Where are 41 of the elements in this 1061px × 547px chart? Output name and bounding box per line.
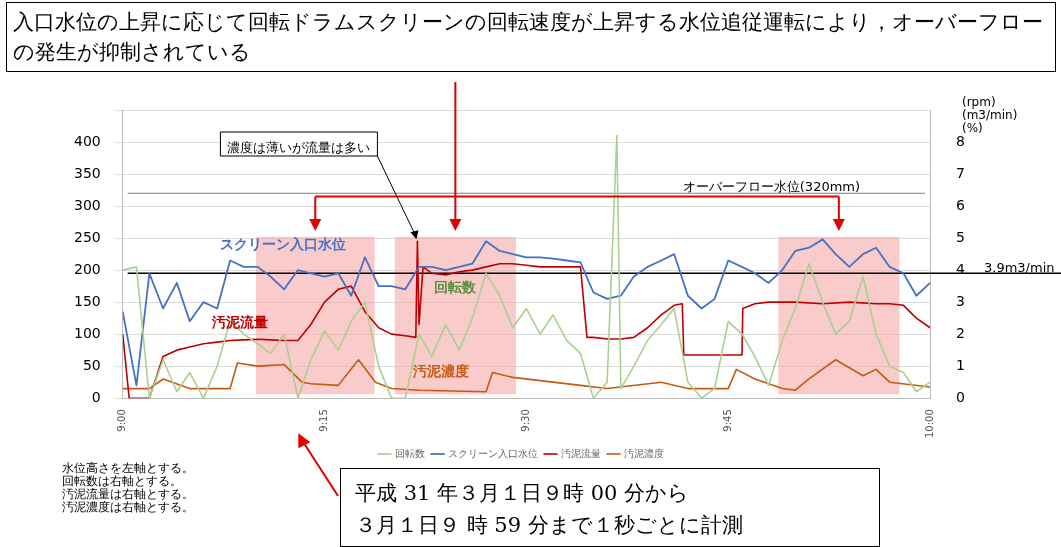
y-tick-label: 200 xyxy=(73,260,101,277)
y2-tick-label: 3 xyxy=(956,292,966,309)
legend-label: スクリーン入口水位 xyxy=(447,447,538,459)
y2-tick-label: 5 xyxy=(956,228,966,245)
y2-tick-label: 0 xyxy=(956,388,966,405)
y2-tick-label: 1 xyxy=(956,356,966,373)
y-tick-label: 250 xyxy=(73,228,101,245)
x-tick-label: 9:15 xyxy=(318,409,330,432)
text: スクリーン入口水位 xyxy=(219,236,346,253)
annotation: 濃度は薄いが流量は多い xyxy=(227,140,371,156)
chart-title: 入口水位の上昇に応じて回転ドラムスクリーンの回転速度が上昇する水位追従運転により，オーバーフローの発生が抑制されている xyxy=(6,2,1056,72)
ref-line-label: 3.9m3/min xyxy=(984,259,1055,275)
text: ３月１日９ 時 59 分まで１秒ごとに計測 xyxy=(355,512,744,539)
legend-label: 汚泥流量 xyxy=(560,447,601,459)
y-tick-label: 100 xyxy=(73,324,101,341)
ref-line-label: オーバーフロー水位(320mm) xyxy=(682,178,861,194)
y-tick-label: 400 xyxy=(73,132,101,149)
x-tick-label: 9:45 xyxy=(721,409,733,432)
y2-tick-label: 6 xyxy=(956,196,966,213)
x-tick-label: 9:00 xyxy=(116,409,128,432)
legend-label: 汚泥濃度 xyxy=(623,447,664,459)
y-tick-label: 0 xyxy=(91,388,101,405)
y2-tick-label: 7 xyxy=(956,164,966,181)
text: 水位高さを左軸とする。 xyxy=(62,461,194,475)
text: 回転数 xyxy=(433,279,476,296)
y2-tick-label: 8 xyxy=(956,132,966,149)
y2-tick-label: 2 xyxy=(956,324,966,341)
text: 汚泥流量 xyxy=(211,313,268,330)
x-tick-label: 9:30 xyxy=(520,409,531,432)
y-tick-label: 50 xyxy=(82,356,101,373)
text: 汚泥濃度は右軸とする。 xyxy=(62,500,194,514)
y-tick-label: 350 xyxy=(73,164,101,181)
text: 回転数は右軸とする。 xyxy=(62,474,183,488)
y-tick-label: 150 xyxy=(73,292,101,309)
x-tick-label: 10:00 xyxy=(923,409,935,439)
text: 汚泥流量は右軸とする。 xyxy=(62,487,194,501)
y-tick-label: 300 xyxy=(73,196,101,213)
y2-axis-title: (rpm) (m3/min) (%) xyxy=(962,95,1018,135)
legend-label: 回転数 xyxy=(394,447,425,459)
text: 平成 31 年３月１日９時 00 分から xyxy=(355,480,691,507)
text: 汚泥濃度 xyxy=(413,362,470,379)
